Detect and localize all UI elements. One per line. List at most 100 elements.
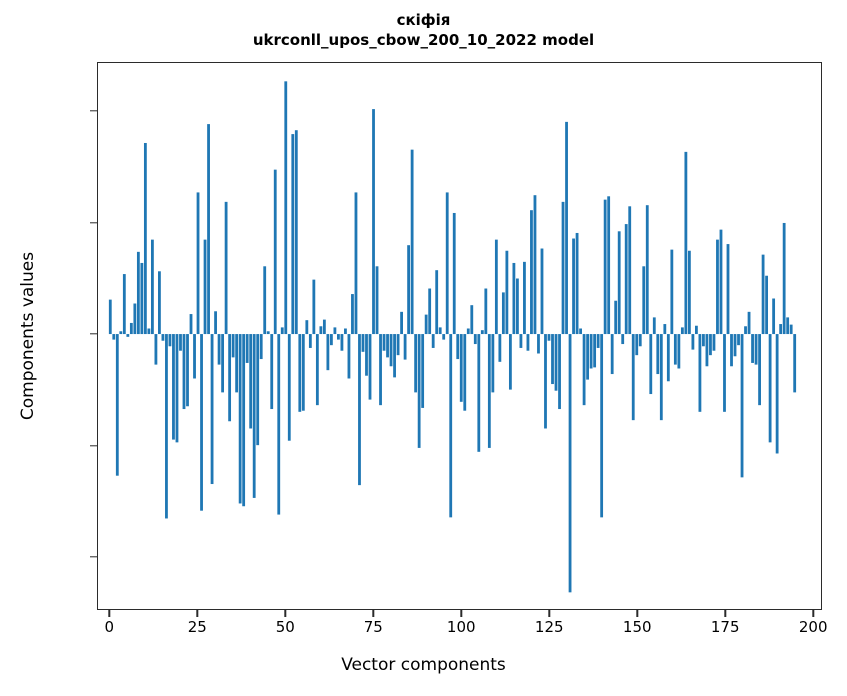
bar xyxy=(228,334,232,422)
bar xyxy=(273,169,277,335)
bar xyxy=(624,224,628,335)
bar xyxy=(235,334,239,393)
bar xyxy=(259,334,263,360)
bar xyxy=(530,210,533,335)
bar xyxy=(558,334,561,410)
bar xyxy=(600,334,604,518)
bar xyxy=(207,124,210,335)
bar xyxy=(221,334,225,393)
bar xyxy=(758,334,761,406)
bar xyxy=(459,334,463,402)
bar xyxy=(737,334,740,346)
bar xyxy=(365,334,368,376)
bar xyxy=(329,334,333,346)
bar xyxy=(786,317,790,335)
bar xyxy=(617,231,621,335)
bar xyxy=(526,334,530,351)
bar xyxy=(319,326,323,335)
x-tick-label: 200 xyxy=(798,618,828,636)
bar xyxy=(119,331,123,335)
bar xyxy=(684,151,688,335)
x-tick-label: 25 xyxy=(187,618,207,636)
bar xyxy=(403,334,407,360)
bar xyxy=(635,334,639,356)
bar xyxy=(466,328,470,335)
bar xyxy=(344,328,347,335)
bar xyxy=(782,222,786,335)
bar xyxy=(410,149,414,335)
bar xyxy=(165,334,168,519)
bar xyxy=(158,271,161,335)
bar xyxy=(417,334,421,448)
bar xyxy=(252,334,256,498)
bar xyxy=(182,334,186,410)
bar xyxy=(414,334,418,393)
bar xyxy=(445,192,449,335)
bar xyxy=(723,334,726,412)
bar xyxy=(726,244,730,335)
bar xyxy=(175,334,179,443)
x-tick-label: 0 xyxy=(104,618,115,636)
bar xyxy=(610,334,614,375)
bar xyxy=(505,250,509,335)
bar xyxy=(751,334,754,363)
bar xyxy=(326,334,330,371)
bar xyxy=(768,334,772,443)
bar xyxy=(670,249,674,335)
x-tick-label: 150 xyxy=(622,618,652,636)
bar xyxy=(463,334,467,411)
bar xyxy=(779,324,783,335)
bar xyxy=(340,334,344,351)
bar xyxy=(473,334,477,345)
bar xyxy=(589,334,593,369)
bar xyxy=(642,266,646,335)
bar xyxy=(210,334,214,485)
bar xyxy=(673,334,677,365)
bar xyxy=(565,121,568,335)
x-tick-mark xyxy=(724,610,726,617)
bar xyxy=(400,311,403,335)
bar xyxy=(494,239,498,335)
bar xyxy=(305,320,309,335)
bar xyxy=(112,334,116,340)
bar xyxy=(203,239,207,335)
y-axis-label-text: Components values xyxy=(18,251,38,421)
bar xyxy=(702,334,705,347)
bar xyxy=(308,334,312,348)
bar xyxy=(186,334,189,407)
bar xyxy=(765,275,769,335)
bar xyxy=(603,199,607,335)
bar xyxy=(291,134,295,335)
bar xyxy=(730,334,733,367)
chart-title-line-1: скіфія xyxy=(396,11,451,29)
bar xyxy=(372,109,375,335)
bar xyxy=(484,288,488,335)
bar xyxy=(354,192,358,335)
x-tick-mark xyxy=(460,610,462,617)
x-tick-mark xyxy=(812,610,814,617)
bar xyxy=(189,314,193,335)
bar xyxy=(575,232,579,335)
bar xyxy=(361,334,365,352)
bar xyxy=(389,334,393,367)
y-tick-mark xyxy=(90,333,97,335)
bar xyxy=(312,279,316,335)
bar xyxy=(740,334,744,478)
bar xyxy=(512,262,516,335)
bar xyxy=(638,334,642,347)
bar xyxy=(652,317,656,335)
bar xyxy=(568,334,572,593)
bar xyxy=(298,334,302,412)
bar xyxy=(337,334,340,340)
bar xyxy=(614,300,618,335)
bar xyxy=(544,334,547,429)
bar xyxy=(470,305,474,335)
bar xyxy=(537,334,540,354)
bar xyxy=(168,334,172,347)
bar xyxy=(709,334,712,356)
bar xyxy=(516,278,519,335)
plot-area xyxy=(98,63,821,609)
bar xyxy=(284,81,288,335)
bar xyxy=(793,334,797,393)
bar xyxy=(572,238,575,335)
